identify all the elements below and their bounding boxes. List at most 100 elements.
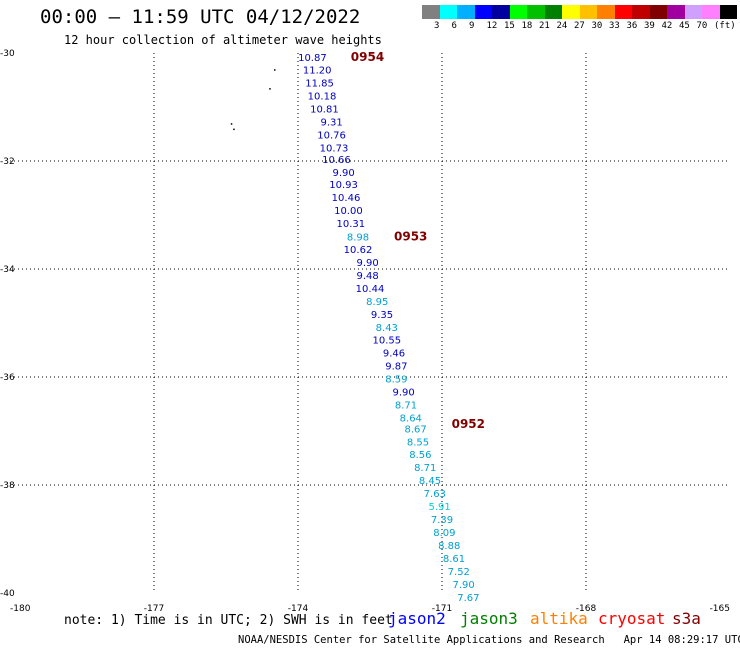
y-tick-label: -34 — [0, 265, 15, 275]
wave-height-label: 8.55 — [407, 437, 429, 448]
wave-height-label: 10.62 — [344, 245, 373, 256]
time-label: 0952 — [452, 417, 485, 431]
island-dot — [230, 123, 233, 125]
wave-height-label: 8.64 — [400, 414, 422, 425]
wave-height-label: 8.88 — [438, 541, 460, 552]
legend-label: 39 — [644, 21, 655, 31]
x-tick-label: -168 — [576, 604, 597, 614]
legend-label: 6 — [451, 21, 457, 31]
wave-height-label: 8.59 — [385, 375, 407, 386]
legend-swatch — [527, 5, 545, 19]
wave-height-label: 8.98 — [347, 233, 369, 244]
x-tick-label: -171 — [432, 604, 452, 614]
wave-height-label: 8.56 — [409, 450, 431, 461]
legend-swatch — [614, 5, 632, 19]
satellite-jason2: jason2 — [388, 609, 446, 628]
legend-label: 21 — [539, 21, 550, 31]
wave-height-label: 10.73 — [320, 144, 349, 155]
legend-swatch — [439, 5, 457, 19]
time-label: 0954 — [351, 50, 384, 64]
wave-height-label: 10.46 — [332, 193, 361, 204]
legend-swatch — [719, 5, 737, 19]
wave-height-label: 9.46 — [383, 349, 405, 360]
wave-height-label: 8.95 — [366, 297, 388, 308]
x-tick-label: -174 — [288, 604, 309, 614]
legend-label: 12 — [486, 21, 498, 31]
wave-height-label: 9.90 — [356, 258, 378, 269]
wave-height-label: 9.87 — [385, 362, 407, 373]
legend-swatch — [562, 5, 580, 19]
legend-swatch — [457, 5, 475, 19]
x-tick-label: -177 — [144, 604, 164, 614]
wave-height-label: 8.45 — [419, 476, 441, 487]
satellite-altika: altika — [530, 609, 588, 628]
satellite-cryosat: cryosat — [598, 609, 666, 628]
wave-height-label: 10.93 — [329, 180, 358, 191]
legend-swatch — [492, 5, 510, 19]
wave-height-label: 7.39 — [431, 515, 453, 526]
y-tick-label: -30 — [0, 49, 15, 59]
wave-height-label: 10.81 — [310, 105, 339, 116]
wave-height-label: 8.43 — [376, 323, 398, 334]
time-label: 0953 — [394, 230, 427, 244]
footer-note: note: 1) Time is in UTC; 2) SWH is in fe… — [64, 613, 393, 628]
x-tick-label: -165 — [710, 604, 730, 614]
x-tick-label: -180 — [10, 604, 31, 614]
legend-label: 27 — [574, 21, 585, 31]
wave-height-label: 8.09 — [433, 528, 455, 539]
legend-label: 42 — [661, 21, 673, 31]
legend-swatch — [474, 5, 492, 19]
credit-line: NOAA/NESDIS Center for Satellite Applica… — [238, 634, 740, 646]
wave-height-label: 8.71 — [395, 401, 417, 412]
legend-swatch — [684, 5, 702, 19]
wave-height-label: 9.31 — [320, 118, 342, 129]
y-tick-label: -36 — [0, 373, 15, 383]
wave-height-label: 8.71 — [414, 463, 436, 474]
y-tick-label: -38 — [0, 481, 15, 491]
wave-height-label: 7.90 — [452, 580, 474, 591]
wave-height-label: 9.90 — [392, 388, 414, 399]
wave-height-label: 9.48 — [356, 271, 378, 282]
wave-height-label: 8.61 — [443, 554, 465, 565]
legend-swatch — [649, 5, 667, 19]
wave-height-label: 11.85 — [305, 79, 334, 90]
wave-height-label: 7.67 — [457, 593, 479, 604]
wave-height-label: 7.52 — [448, 567, 470, 578]
wave-height-label: 7.63 — [424, 489, 446, 500]
y-tick-label: -40 — [0, 589, 15, 599]
wave-height-label: 10.44 — [356, 284, 385, 295]
legend-swatch — [632, 5, 650, 19]
wave-height-label: 10.87 — [298, 53, 327, 64]
wave-height-label: 10.00 — [334, 206, 363, 217]
legend-label: (ft) — [714, 21, 736, 31]
legend-swatch — [544, 5, 562, 19]
legend-label: 9 — [469, 21, 475, 31]
legend-label: 3 — [434, 21, 440, 31]
page-subtitle: 12 hour collection of altimeter wave hei… — [64, 33, 382, 47]
island-dot — [233, 128, 235, 131]
wave-height-label: 5.91 — [428, 502, 450, 513]
wave-height-label: 9.35 — [371, 310, 393, 321]
legend-label: 24 — [556, 21, 568, 31]
legend-label: 36 — [626, 21, 638, 31]
island-dot — [274, 69, 276, 71]
legend-label: 70 — [696, 21, 708, 31]
wave-height-label: 11.20 — [303, 66, 332, 77]
y-tick-label: -32 — [0, 157, 15, 167]
page-title: 00:00 – 11:59 UTC 04/12/2022 — [40, 6, 361, 28]
wave-height-label: 8.67 — [404, 424, 426, 435]
legend-label: 18 — [521, 21, 533, 31]
wave-height-label: 10.76 — [317, 131, 346, 142]
island-dot — [269, 88, 271, 90]
legend-swatch — [667, 5, 685, 19]
satellite-jason3: jason3 — [460, 609, 518, 628]
wave-height-label: 10.18 — [308, 92, 337, 103]
satellite-s3a: s3a — [672, 609, 701, 628]
color-scale-bar — [422, 5, 737, 19]
legend-label: 30 — [591, 21, 603, 31]
legend-swatch — [579, 5, 597, 19]
legend-label: 15 — [504, 21, 515, 31]
legend-swatch — [422, 5, 440, 19]
wave-height-label: 9.90 — [332, 168, 354, 179]
